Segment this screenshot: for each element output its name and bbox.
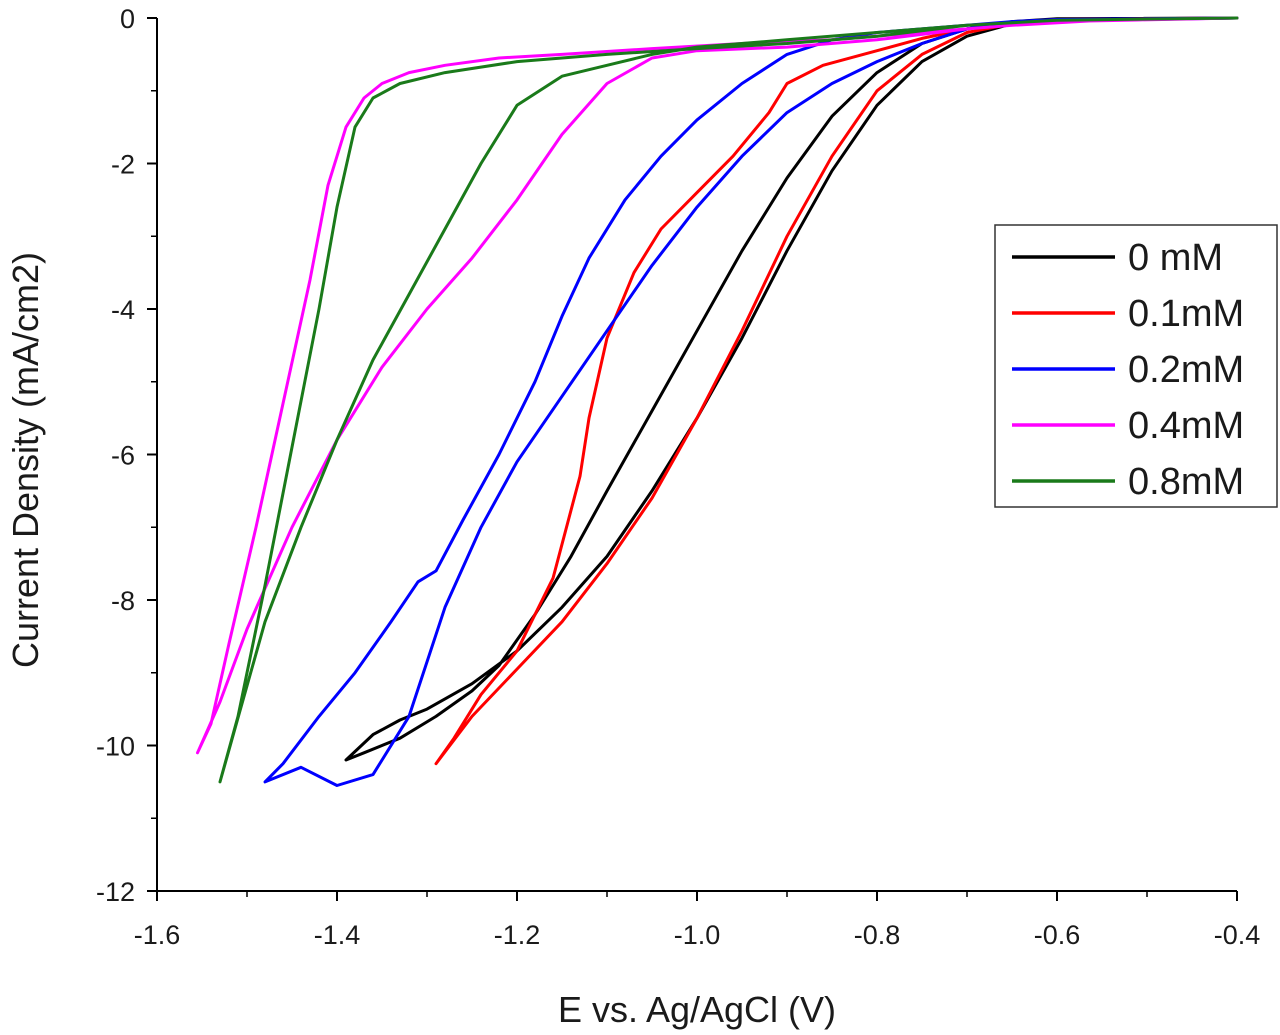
y-tick-label: -6 [111, 441, 135, 471]
x-tick-label: -1.2 [494, 920, 541, 950]
legend-label: 0 mM [1128, 237, 1223, 279]
y-tick-label: -12 [96, 877, 135, 907]
series-line-4 [218, 16, 1239, 784]
x-tick-label: -0.4 [1214, 920, 1261, 950]
y-tick-label: -8 [111, 586, 135, 616]
y-tick-label: -10 [96, 732, 135, 762]
series-line-2 [263, 16, 1239, 787]
x-tick-label: -1.4 [314, 920, 361, 950]
series-line-1 [434, 16, 1239, 766]
legend-items: 0 mM 0.1mM 0.2mM 0.4mM 0.8mM [1012, 237, 1244, 503]
y-tick-label: -4 [111, 295, 135, 325]
x-tick-label: -0.6 [1034, 920, 1081, 950]
x-axis-title: E vs. Ag/AgCl (V) [558, 989, 836, 1030]
y-axis-ticks: 0 -2 -4 -6 -8 -10 -12 [96, 4, 157, 907]
series-lines [196, 16, 1239, 787]
x-tick-label: -0.8 [854, 920, 901, 950]
series-line-3 [196, 16, 1239, 755]
plot-area: -1.6 -1.4 -1.2 -1.0 -0.8 -0.6 -0.4 0 -2 -4 -6 -8 -1… [96, 4, 1260, 950]
legend-box [994, 224, 1278, 508]
legend: 0 mM 0.1mM 0.2mM 0.4mM 0.8mM [994, 224, 1278, 508]
legend-label: 0.2mM [1128, 349, 1244, 391]
x-tick-label: -1.6 [134, 920, 181, 950]
y-axis-title: Current Density (mA/cm2) [5, 252, 46, 668]
legend-label: 0.1mM [1128, 293, 1244, 335]
legend-label: 0.4mM [1128, 405, 1244, 447]
x-tick-label: -1.0 [674, 920, 721, 950]
x-axis-ticks: -1.6 -1.4 -1.2 -1.0 -0.8 -0.6 -0.4 [134, 891, 1261, 950]
y-tick-label: -2 [111, 150, 135, 180]
series-line-0 [344, 16, 1239, 762]
legend-label: 0.8mM [1128, 461, 1244, 503]
y-tick-label: 0 [120, 4, 135, 34]
